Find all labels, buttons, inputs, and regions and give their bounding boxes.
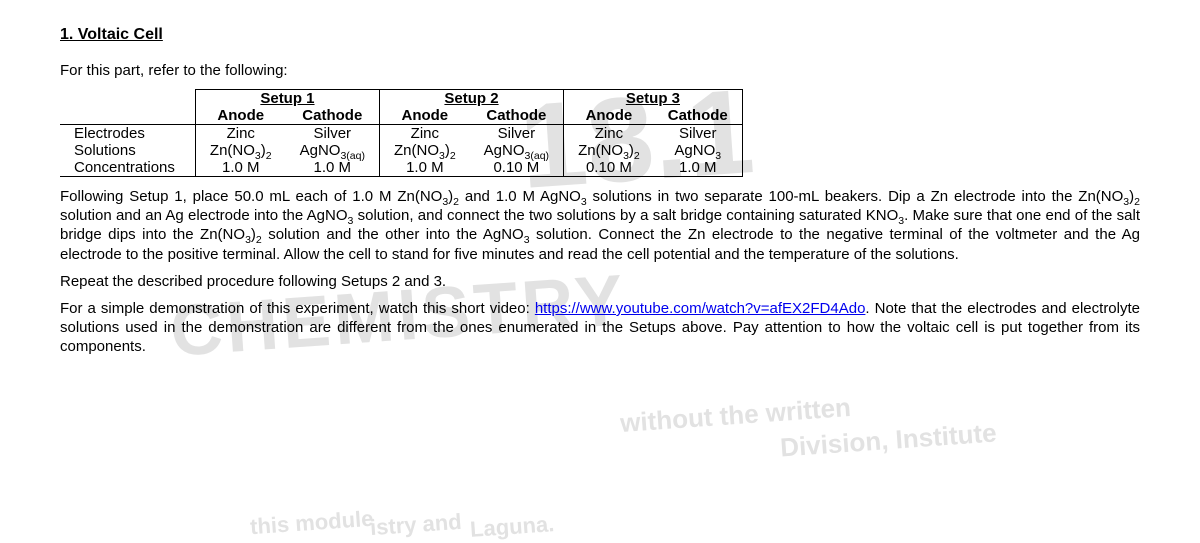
table-row: Concentrations 1.0 M 1.0 M 1.0 M 0.10 M …: [60, 159, 742, 177]
cell: AgNO3: [654, 142, 743, 159]
cell: Zinc: [379, 125, 469, 143]
setup-3-title: Setup 3: [564, 90, 743, 108]
cell: 1.0 M: [286, 159, 380, 177]
cell: Zn(NO3)2: [195, 142, 285, 159]
cell: 0.10 M: [470, 159, 564, 177]
row-label-conc: Concentrations: [60, 159, 195, 177]
setup-table: Setup 1 Setup 2 Setup 3 Anode Cathode An…: [60, 89, 743, 177]
table-row: Electrodes Zinc Silver Zinc Silver Zinc …: [60, 125, 742, 143]
cell: 1.0 M: [195, 159, 285, 177]
cell: Silver: [654, 125, 743, 143]
row-label-solutions: Solutions: [60, 142, 195, 159]
watermark-fragment-3: Laguna.: [469, 511, 555, 543]
cell: Zinc: [564, 125, 654, 143]
watermark-fragment-2: istry and: [369, 509, 462, 541]
watermark-fragment-1: this module: [249, 506, 374, 541]
cell: AgNO3(aq): [286, 142, 380, 159]
cell: Zn(NO3)2: [564, 142, 654, 159]
subhead-anode: Anode: [379, 107, 469, 125]
subhead-anode: Anode: [564, 107, 654, 125]
video-link[interactable]: https://www.youtube.com/watch?v=afEX2FD4…: [535, 300, 866, 317]
cell: Zn(NO3)2: [379, 142, 469, 159]
subhead-anode: Anode: [195, 107, 285, 125]
cell: 0.10 M: [564, 159, 654, 177]
table-row: Solutions Zn(NO3)2 AgNO3(aq) Zn(NO3)2 Ag…: [60, 142, 742, 159]
setup-2-title: Setup 2: [379, 90, 563, 108]
cell: AgNO3(aq): [470, 142, 564, 159]
subhead-cathode: Cathode: [654, 107, 743, 125]
cell: 1.0 M: [654, 159, 743, 177]
setup-1-title: Setup 1: [195, 90, 379, 108]
intro-text: For this part, refer to the following:: [60, 62, 1140, 79]
paragraph-3: For a simple demonstration of this exper…: [60, 299, 1140, 357]
subhead-cathode: Cathode: [470, 107, 564, 125]
subhead-cathode: Cathode: [286, 107, 380, 125]
watermark-line-2: Division, Institute: [779, 417, 997, 463]
cell: 1.0 M: [379, 159, 469, 177]
paragraph-1: Following Setup 1, place 50.0 mL each of…: [60, 187, 1140, 264]
cell: Silver: [470, 125, 564, 143]
section-heading: 1. Voltaic Cell: [60, 26, 1140, 44]
watermark-line-1: without the written: [619, 392, 852, 439]
row-label-electrodes: Electrodes: [60, 125, 195, 143]
paragraph-3-prelink: For a simple demonstration of this exper…: [60, 300, 535, 317]
cell: Silver: [286, 125, 380, 143]
paragraph-2: Repeat the described procedure following…: [60, 272, 1140, 291]
cell: Zinc: [195, 125, 285, 143]
